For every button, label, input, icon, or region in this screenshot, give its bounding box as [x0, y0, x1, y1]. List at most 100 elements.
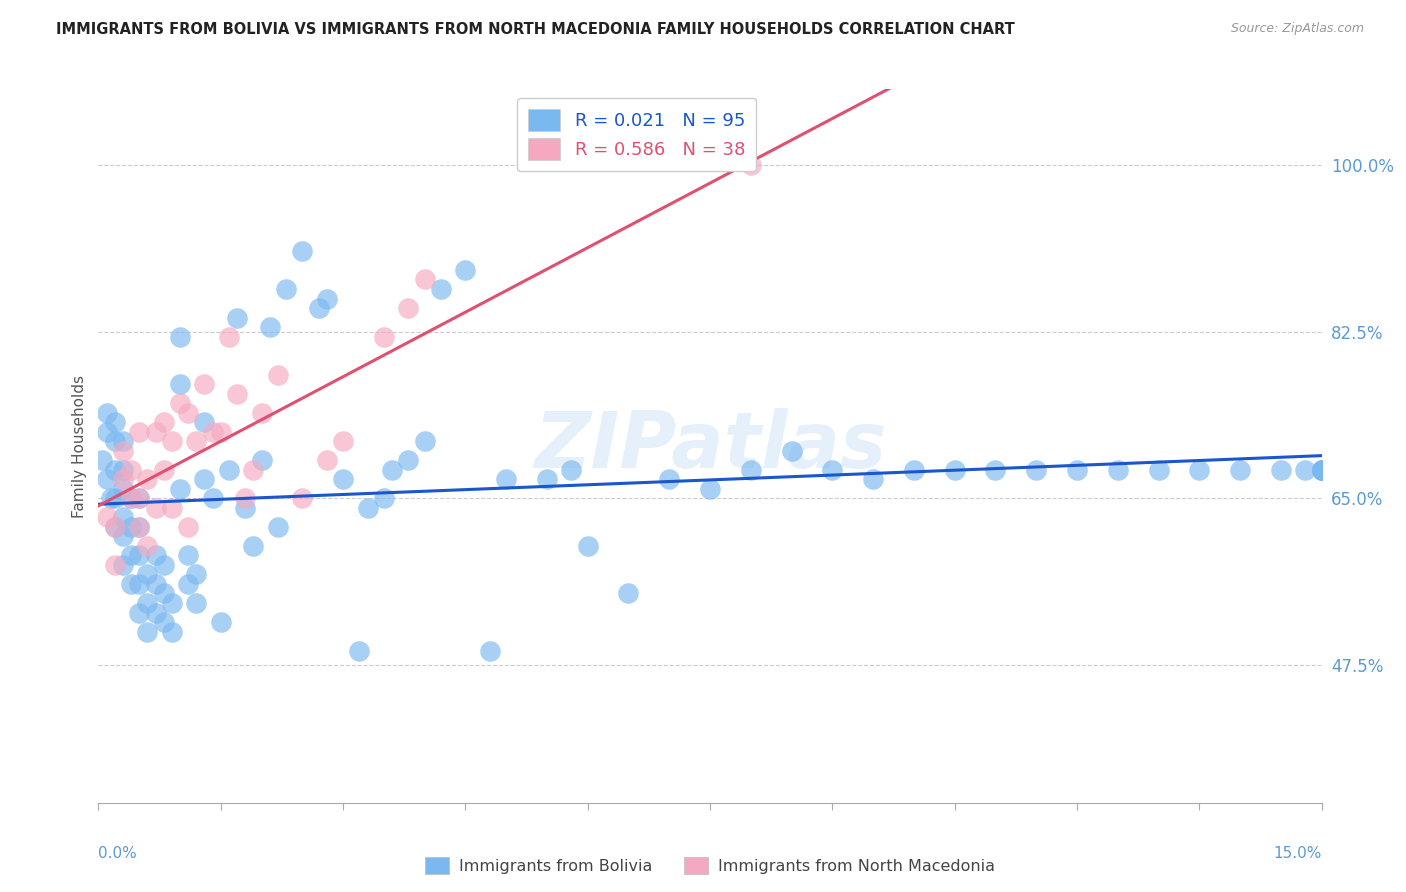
Point — [104, 520, 127, 534]
Point — [169, 329, 191, 343]
Point — [111, 463, 134, 477]
Point — [96, 406, 118, 420]
Point — [100, 491, 122, 506]
Point — [104, 463, 127, 477]
Point — [177, 406, 200, 420]
Point — [862, 472, 884, 486]
Point — [250, 453, 273, 467]
Point — [120, 577, 142, 591]
Point — [291, 491, 314, 506]
Point — [152, 615, 174, 629]
Point — [454, 263, 477, 277]
Point — [111, 529, 134, 543]
Point — [136, 472, 159, 486]
Point — [430, 282, 453, 296]
Point — [315, 453, 337, 467]
Point — [478, 643, 501, 657]
Point — [1310, 463, 1333, 477]
Point — [160, 624, 183, 639]
Point — [169, 396, 191, 410]
Point — [259, 320, 281, 334]
Point — [1147, 463, 1170, 477]
Point — [128, 520, 150, 534]
Point — [396, 453, 419, 467]
Point — [250, 406, 273, 420]
Point — [160, 500, 183, 515]
Point — [152, 463, 174, 477]
Point — [193, 472, 215, 486]
Point — [120, 520, 142, 534]
Point — [91, 453, 114, 467]
Point — [373, 491, 395, 506]
Point — [1025, 463, 1047, 477]
Point — [1066, 463, 1088, 477]
Point — [821, 463, 844, 477]
Point — [1310, 463, 1333, 477]
Point — [128, 491, 150, 506]
Point — [128, 577, 150, 591]
Point — [160, 434, 183, 449]
Point — [740, 463, 762, 477]
Point — [96, 510, 118, 524]
Point — [291, 244, 314, 258]
Point — [308, 301, 330, 315]
Point — [396, 301, 419, 315]
Point — [943, 463, 966, 477]
Point — [536, 472, 558, 486]
Point — [186, 596, 208, 610]
Point — [104, 415, 127, 429]
Point — [152, 558, 174, 572]
Point — [1310, 463, 1333, 477]
Point — [218, 463, 240, 477]
Text: IMMIGRANTS FROM BOLIVIA VS IMMIGRANTS FROM NORTH MACEDONIA FAMILY HOUSEHOLDS COR: IMMIGRANTS FROM BOLIVIA VS IMMIGRANTS FR… — [56, 22, 1015, 37]
Point — [267, 368, 290, 382]
Point — [136, 567, 159, 582]
Point — [242, 463, 264, 477]
Point — [186, 434, 208, 449]
Point — [186, 567, 208, 582]
Text: ZIPatlas: ZIPatlas — [534, 408, 886, 484]
Point — [413, 272, 436, 286]
Point — [1270, 463, 1292, 477]
Point — [274, 282, 297, 296]
Point — [193, 377, 215, 392]
Point — [136, 596, 159, 610]
Point — [740, 158, 762, 172]
Point — [145, 549, 167, 563]
Point — [104, 434, 127, 449]
Point — [201, 425, 224, 439]
Point — [209, 425, 232, 439]
Point — [145, 577, 167, 591]
Point — [169, 377, 191, 392]
Point — [242, 539, 264, 553]
Point — [111, 443, 134, 458]
Point — [128, 425, 150, 439]
Point — [226, 386, 249, 401]
Point — [177, 520, 200, 534]
Point — [201, 491, 224, 506]
Legend: Immigrants from Bolivia, Immigrants from North Macedonia: Immigrants from Bolivia, Immigrants from… — [419, 851, 1001, 880]
Point — [111, 558, 134, 572]
Point — [617, 586, 640, 600]
Point — [96, 472, 118, 486]
Point — [136, 539, 159, 553]
Text: Source: ZipAtlas.com: Source: ZipAtlas.com — [1230, 22, 1364, 36]
Point — [111, 482, 134, 496]
Point — [658, 472, 681, 486]
Point — [1294, 463, 1316, 477]
Point — [120, 491, 142, 506]
Point — [356, 500, 378, 515]
Point — [145, 606, 167, 620]
Point — [128, 606, 150, 620]
Point — [233, 500, 256, 515]
Point — [495, 472, 517, 486]
Point — [160, 596, 183, 610]
Point — [145, 500, 167, 515]
Point — [104, 520, 127, 534]
Point — [111, 472, 134, 486]
Point — [96, 425, 118, 439]
Point — [128, 491, 150, 506]
Point — [218, 329, 240, 343]
Point — [332, 434, 354, 449]
Point — [233, 491, 256, 506]
